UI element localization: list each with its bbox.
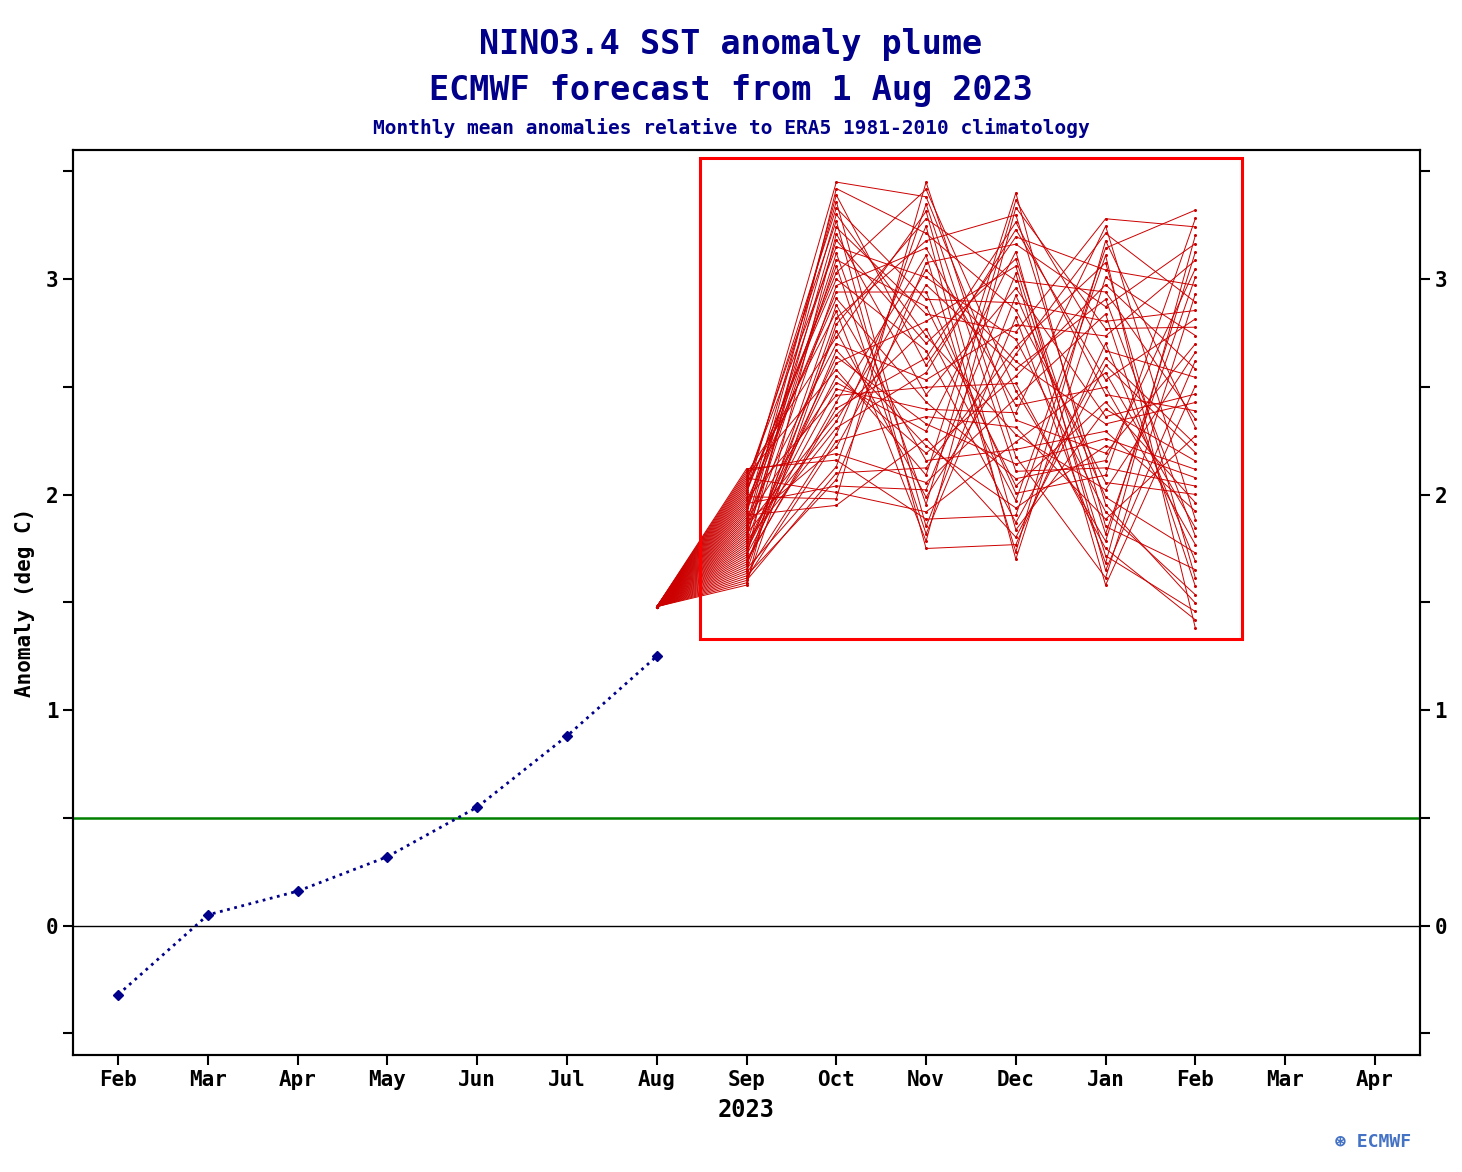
Bar — [700, 158, 1243, 639]
Text: ⊛ ECMWF: ⊛ ECMWF — [1335, 1133, 1411, 1151]
Text: NINO3.4 SST anomaly plume: NINO3.4 SST anomaly plume — [480, 28, 982, 61]
Legend:  — [83, 161, 101, 177]
X-axis label: 2023: 2023 — [718, 1098, 775, 1122]
Text: ECMWF forecast from 1 Aug 2023: ECMWF forecast from 1 Aug 2023 — [430, 74, 1032, 107]
Text: Monthly mean anomalies relative to ERA5 1981-2010 climatology: Monthly mean anomalies relative to ERA5 … — [373, 117, 1089, 138]
Y-axis label: Anomaly (deg C): Anomaly (deg C) — [15, 507, 35, 697]
